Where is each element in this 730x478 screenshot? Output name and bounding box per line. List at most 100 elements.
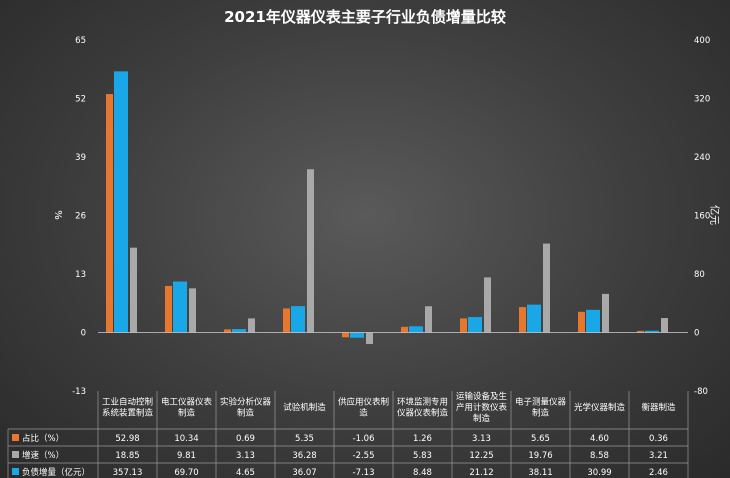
- bar: [130, 247, 137, 333]
- y-tick-right-label: 160: [694, 212, 710, 222]
- y-tick-left-label: 39: [75, 153, 86, 163]
- bar: [291, 306, 305, 333]
- category-label: 运输设备及生: [456, 391, 508, 402]
- bar: [307, 169, 314, 333]
- y-tick-right-label: 0: [694, 329, 699, 339]
- data-label: 19.76: [528, 451, 552, 461]
- y-tick-left-label: 13: [75, 270, 86, 280]
- legend-swatch: [12, 451, 19, 458]
- category-label: 仪器仪表制造: [397, 408, 449, 419]
- data-label: 0.69: [236, 434, 255, 444]
- category-label: 电工仪器仪表: [161, 397, 213, 408]
- bar: [543, 243, 550, 333]
- y-tick-left-label: 26: [75, 212, 86, 222]
- bar: [409, 326, 423, 333]
- legend-swatch: [12, 434, 19, 441]
- bar: [350, 332, 364, 338]
- y-tick-right-label: 240: [694, 153, 710, 163]
- category-label: 供应用仪表制: [338, 397, 389, 408]
- category-label: 衡器制造: [641, 402, 676, 413]
- data-label: -1.06: [353, 434, 375, 444]
- data-label: 21.12: [469, 468, 493, 478]
- data-label: 8.58: [590, 451, 609, 461]
- y-tick-right-label: 320: [694, 95, 710, 105]
- bar: [232, 329, 246, 333]
- data-label: 3.13: [472, 434, 491, 444]
- bar: [527, 304, 541, 333]
- category-label: 制造: [532, 408, 550, 419]
- category-label: 光学仪器制造: [574, 402, 626, 413]
- category-label: 制造: [237, 408, 255, 419]
- bar: [165, 285, 172, 333]
- legend-label: 增速（%）: [22, 450, 64, 461]
- bar: [173, 281, 187, 333]
- data-label: 4.65: [236, 468, 255, 478]
- data-label: 18.85: [115, 451, 139, 461]
- data-label: 36.07: [292, 468, 316, 478]
- data-label: 38.11: [528, 468, 552, 478]
- data-label: 3.13: [236, 451, 255, 461]
- y-tick-left-label: 65: [75, 36, 86, 46]
- bar: [637, 330, 644, 333]
- data-label: 5.35: [295, 434, 314, 444]
- bar: [519, 307, 526, 333]
- category-label: 制造: [473, 413, 491, 424]
- data-label: 357.13: [113, 468, 143, 478]
- bar: [602, 293, 609, 333]
- data-label: 12.25: [469, 451, 493, 461]
- legend-label: 负债增量（亿元）: [22, 467, 90, 478]
- data-table: 工业自动控制系统装置制造电工仪器仪表制造实验分析仪器制造试验机制造供应用仪表制造…: [7, 391, 689, 478]
- category-label: 试验机制造: [283, 402, 326, 413]
- bar: [425, 306, 432, 333]
- bar: [401, 326, 408, 333]
- category-label: 环境监测专用: [397, 397, 448, 408]
- y-axis-left-ticks: 65 52 39 26 13 0 -13: [72, 36, 86, 397]
- bar: [484, 277, 491, 333]
- bar: [645, 330, 659, 333]
- y-axis-left-label: %: [52, 210, 63, 220]
- data-label: 0.36: [649, 434, 668, 444]
- y-axis-right-ticks: 400 320 240 160 80 0 -80: [694, 36, 710, 397]
- bar: [224, 329, 231, 333]
- data-label: 8.48: [413, 468, 432, 478]
- bar: [366, 332, 373, 344]
- legend-swatch: [12, 468, 19, 475]
- data-label: 5.83: [413, 451, 432, 461]
- y-tick-left-label: 52: [75, 95, 86, 105]
- data-label: -2.55: [353, 451, 375, 461]
- category-label: 产用计数仪表: [456, 402, 508, 413]
- bar: [578, 311, 585, 333]
- category-label: 系统装置制造: [102, 408, 154, 419]
- data-label: 10.34: [174, 434, 198, 444]
- data-label: 30.99: [587, 468, 611, 478]
- category-label: 电子测量仪器: [515, 397, 567, 408]
- data-label: 3.21: [649, 451, 668, 461]
- data-label: 52.98: [115, 434, 139, 444]
- bars: [106, 71, 668, 344]
- data-label: 9.81: [177, 451, 196, 461]
- bar: [586, 309, 600, 333]
- category-label: 实验分析仪器: [220, 397, 272, 408]
- category-label: 制造: [178, 408, 196, 419]
- y-tick-left-label: 0: [81, 329, 86, 339]
- data-label: 4.60: [590, 434, 609, 444]
- bar: [342, 332, 349, 338]
- category-label: 工业自动控制: [102, 397, 153, 408]
- bar: [661, 318, 668, 333]
- data-label: 2.46: [649, 468, 668, 478]
- y-tick-right-label: 400: [694, 36, 710, 46]
- bar: [283, 308, 290, 333]
- chart-title: 2021年仪器仪表主要子行业负债增量比较: [224, 8, 506, 26]
- bar: [248, 318, 255, 333]
- data-label: 5.65: [531, 434, 550, 444]
- bar: [114, 71, 128, 333]
- bar: [460, 318, 467, 333]
- y-tick-left-label: -13: [72, 387, 86, 397]
- data-label: 1.26: [413, 434, 432, 444]
- y-axis-right-label: 亿元: [708, 205, 721, 225]
- bar: [106, 94, 113, 333]
- data-label: -7.13: [353, 468, 375, 478]
- bar: [468, 317, 482, 333]
- data-label: 69.70: [174, 468, 198, 478]
